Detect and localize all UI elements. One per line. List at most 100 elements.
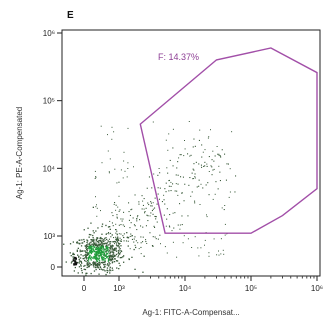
event-dot — [107, 258, 110, 260]
event-dot — [103, 248, 105, 250]
y-axis-label: Ag-1: PE-A-Compensated — [15, 107, 24, 200]
event-dot — [90, 252, 93, 255]
event-dot — [223, 209, 225, 211]
event-dot — [104, 237, 106, 239]
event-dot — [200, 247, 202, 249]
event-dot — [123, 233, 125, 235]
event-dot — [129, 235, 131, 237]
event-dot — [87, 261, 89, 264]
event-dot — [108, 255, 110, 257]
event-dot — [95, 257, 98, 260]
event-dot — [136, 229, 138, 231]
event-dot — [112, 261, 114, 263]
event-dot — [175, 183, 177, 185]
event-dot — [97, 247, 99, 249]
event-dot — [187, 215, 189, 217]
event-dot — [151, 205, 153, 207]
event-dot — [95, 247, 97, 249]
event-dot — [97, 264, 99, 266]
event-dot — [101, 252, 103, 254]
event-dot — [170, 181, 172, 183]
event-dot — [114, 202, 116, 204]
event-dot — [97, 252, 99, 254]
event-dot — [79, 257, 82, 259]
event-dot — [219, 180, 221, 182]
event-dot — [88, 246, 91, 249]
event-dot — [97, 265, 99, 267]
event-dot — [88, 236, 90, 238]
event-dot — [116, 216, 118, 218]
event-dot — [126, 176, 128, 178]
x-tick-label: 0 — [82, 284, 87, 293]
event-dot — [110, 236, 112, 238]
event-dot — [104, 265, 106, 267]
event-dot — [112, 249, 114, 251]
event-dot — [98, 257, 100, 259]
gate-f-polygon[interactable] — [139, 47, 318, 234]
event-dot — [83, 229, 85, 231]
event-dot — [208, 194, 210, 196]
event-dot — [91, 243, 93, 245]
event-dot — [177, 174, 179, 176]
event-dot — [100, 268, 103, 270]
event-dot — [123, 237, 125, 239]
event-dot — [118, 250, 120, 252]
event-dot — [110, 256, 112, 258]
event-dot — [92, 264, 94, 266]
event-dot — [152, 208, 154, 210]
plot-frame — [61, 29, 321, 277]
y-tick-label: 0 — [51, 263, 56, 272]
event-dot — [97, 240, 99, 242]
event-dot — [134, 268, 136, 270]
event-dot — [139, 219, 141, 221]
event-dot — [105, 250, 107, 253]
event-dot — [93, 232, 95, 234]
event-dot — [112, 215, 114, 217]
event-dot — [88, 245, 91, 248]
event-dot — [88, 243, 90, 245]
event-dot — [218, 165, 220, 167]
event-dot — [203, 165, 205, 167]
event-dot — [217, 188, 219, 190]
event-dot — [177, 161, 179, 163]
event-dot — [100, 236, 102, 239]
event-dot — [94, 248, 97, 250]
event-dot — [95, 177, 97, 179]
event-dot — [111, 126, 113, 128]
event-dot — [181, 192, 182, 194]
event-dot — [146, 187, 148, 189]
event-dot — [176, 190, 178, 192]
event-dot — [204, 161, 206, 163]
event-dot — [95, 239, 97, 241]
event-dot — [166, 208, 168, 210]
event-dot — [115, 253, 118, 256]
event-dot — [105, 242, 107, 244]
event-dot — [103, 264, 105, 266]
event-dot — [132, 217, 134, 219]
event-dot — [102, 262, 105, 264]
event-dot — [107, 244, 109, 246]
event-dot — [92, 262, 94, 264]
event-dot — [93, 241, 95, 243]
event-dot — [143, 198, 145, 200]
event-dot — [97, 227, 99, 229]
event-dot — [77, 272, 79, 274]
event-dot — [94, 253, 96, 255]
event-dot — [106, 252, 108, 254]
event-dot — [190, 154, 192, 156]
event-dot — [108, 232, 110, 234]
event-dot — [124, 170, 126, 172]
event-dot — [101, 241, 103, 243]
event-dot — [125, 240, 127, 242]
event-dot — [95, 268, 97, 271]
event-dot — [211, 159, 213, 161]
event-dot — [106, 249, 108, 252]
event-dot — [166, 252, 168, 254]
event-dot — [146, 214, 148, 216]
event-dot — [96, 215, 98, 217]
event-dot — [101, 233, 103, 235]
event-dot — [109, 246, 112, 248]
event-dot — [117, 250, 119, 252]
event-dot — [81, 272, 83, 274]
event-dot — [127, 240, 129, 242]
